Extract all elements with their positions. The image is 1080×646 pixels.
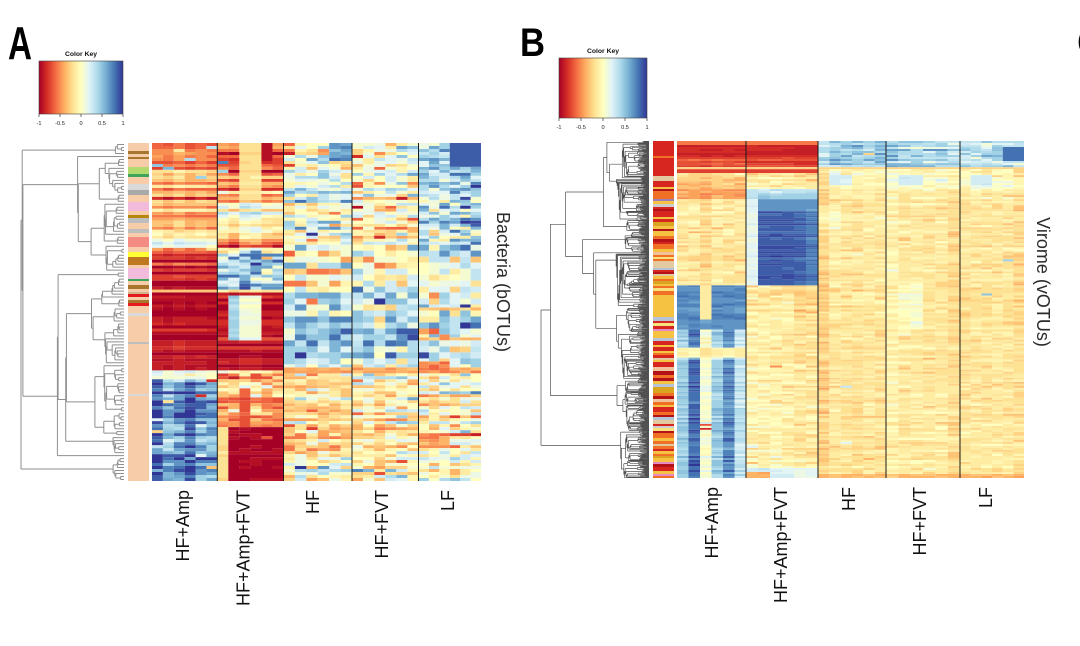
svg-text:0.5: 0.5 (621, 125, 629, 131)
svg-text:0: 0 (601, 125, 604, 131)
svg-text:Virome (vOTUs): Virome (vOTUs) (1033, 217, 1053, 347)
svg-text:Color Key: Color Key (587, 48, 619, 55)
svg-text:HF+Amp: HF+Amp (702, 487, 722, 559)
svg-text:HF+Amp+FVT: HF+Amp+FVT (234, 490, 254, 606)
svg-text:C: C (1077, 21, 1080, 65)
svg-text:B: B (520, 21, 545, 65)
svg-text:A: A (8, 17, 32, 69)
svg-text:-0.5: -0.5 (576, 125, 586, 131)
svg-text:Bacteria (bOTUs): Bacteria (bOTUs) (493, 212, 513, 352)
svg-text:0.5: 0.5 (98, 121, 106, 127)
svg-text:-1: -1 (37, 121, 42, 127)
svg-text:LF: LF (438, 490, 458, 511)
svg-text:Color Key: Color Key (65, 51, 97, 58)
svg-text:HF+FVT: HF+FVT (372, 490, 392, 559)
svg-text:1: 1 (121, 121, 124, 127)
svg-text:HF: HF (303, 490, 323, 514)
svg-text:1: 1 (645, 125, 648, 131)
svg-text:HF+Amp+FVT: HF+Amp+FVT (771, 487, 791, 603)
svg-text:-0.5: -0.5 (55, 121, 65, 127)
svg-text:HF: HF (839, 487, 859, 511)
svg-text:-1: -1 (557, 125, 562, 131)
svg-text:HF+FVT: HF+FVT (910, 487, 930, 556)
svg-text:HF+Amp: HF+Amp (173, 490, 193, 562)
svg-text:LF: LF (976, 487, 996, 508)
svg-text:0: 0 (79, 121, 82, 127)
